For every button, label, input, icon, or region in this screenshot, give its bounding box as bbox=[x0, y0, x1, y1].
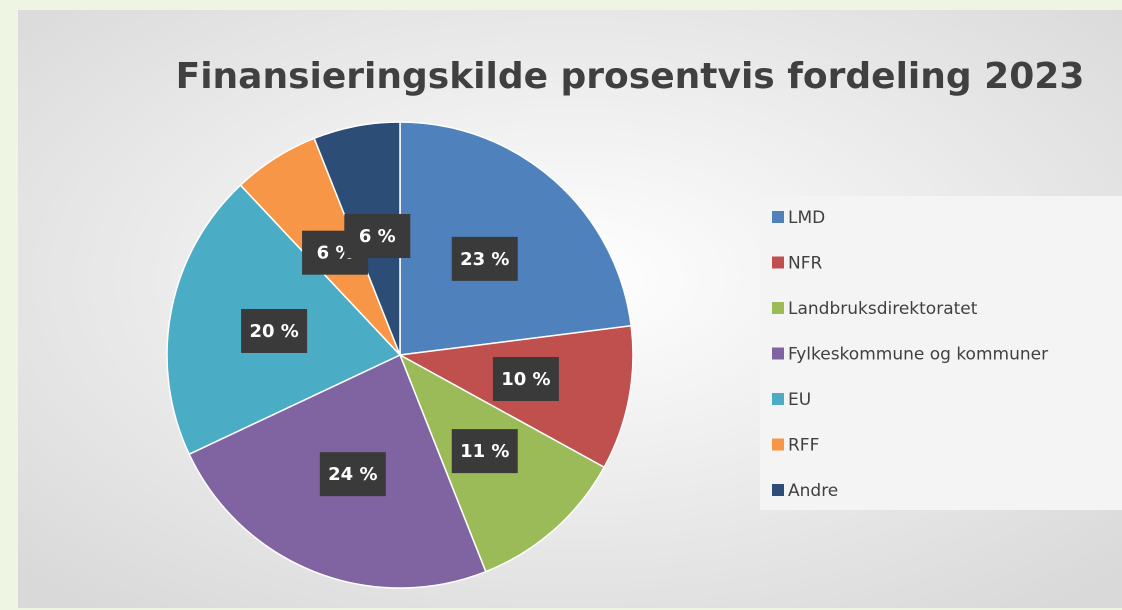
legend-label: LMD bbox=[788, 208, 825, 228]
data-label: 11 % bbox=[460, 441, 509, 462]
data-label: 10 % bbox=[501, 369, 550, 390]
data-label-box bbox=[319, 452, 386, 497]
data-label-box bbox=[241, 308, 308, 353]
legend-label: RFF bbox=[788, 436, 819, 456]
data-label-box bbox=[344, 213, 411, 258]
data-label: 6 % bbox=[359, 226, 396, 247]
legend-swatch bbox=[772, 256, 784, 269]
chart-title: Finansieringskilde prosentvis fordeling … bbox=[176, 56, 1085, 97]
legend-label: NFR bbox=[788, 254, 822, 274]
legend-swatch bbox=[772, 211, 784, 223]
legend-swatch bbox=[772, 302, 784, 314]
data-label: 24 % bbox=[328, 464, 377, 485]
data-label-box bbox=[492, 357, 559, 402]
legend-swatch bbox=[772, 393, 784, 405]
data-label: 23 % bbox=[460, 249, 509, 270]
data-label-box bbox=[451, 236, 518, 281]
data-label-box bbox=[451, 429, 518, 474]
legend-swatch bbox=[772, 484, 784, 496]
legend-label: EU bbox=[788, 390, 811, 410]
data-label: 6 % bbox=[317, 243, 354, 264]
legend-label: Fylkeskommune og kommuner bbox=[788, 345, 1048, 365]
legend-label: Andre bbox=[788, 481, 838, 501]
legend-swatch bbox=[772, 438, 784, 451]
legend-swatch bbox=[772, 347, 784, 360]
legend-box bbox=[760, 196, 1122, 510]
data-label: 20 % bbox=[249, 321, 298, 342]
legend-label: Landbruksdirektoratet bbox=[788, 299, 978, 319]
